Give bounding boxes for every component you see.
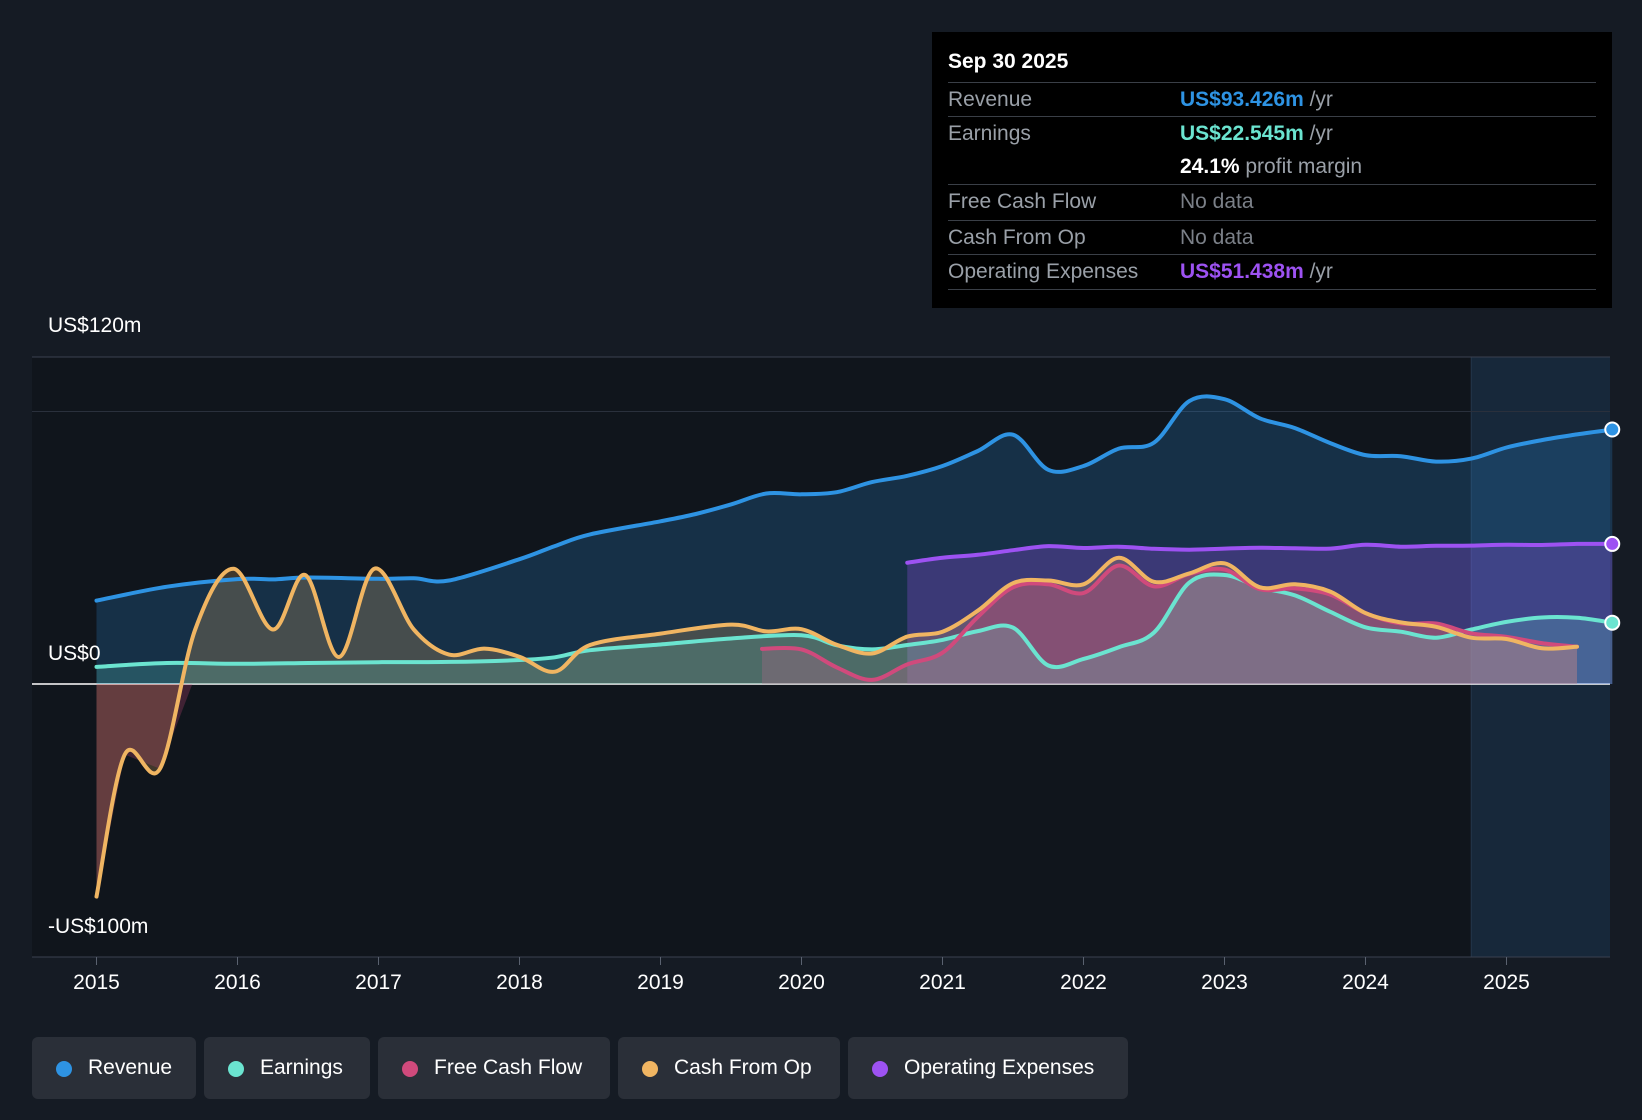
cash-from-op-area — [96, 557, 1577, 897]
x-tick-label: 2024 — [1342, 971, 1389, 994]
tooltip-value: US$22.545m /yr — [1180, 122, 1333, 145]
legend-item-revenue[interactable]: Revenue — [32, 1037, 196, 1099]
x-tick-label: 2023 — [1201, 971, 1248, 994]
forecast-highlight — [1471, 357, 1610, 957]
legend-label: Cash From Op — [674, 1056, 812, 1079]
legend-item-cash-from-op[interactable]: Cash From Op — [618, 1037, 840, 1099]
tooltip-value: No data — [1180, 226, 1254, 249]
y-axis-label: US$120m — [48, 314, 141, 337]
tooltip-label: Cash From Op — [948, 226, 1086, 249]
tooltip-row-margin: 24.1% profit margin — [948, 150, 1596, 184]
x-tick-label: 2021 — [919, 971, 966, 994]
revenue-line — [94, 394, 1615, 603]
cash-from-op-dot-icon — [642, 1061, 658, 1077]
tooltip-label: Operating Expenses — [948, 260, 1139, 283]
tooltip-panel: Sep 30 2025 Revenue US$93.426m /yr Earni… — [932, 32, 1612, 308]
legend-item-free-cash-flow[interactable]: Free Cash Flow — [378, 1037, 610, 1099]
legend-label: Revenue — [88, 1056, 173, 1079]
x-tick-label: 2020 — [778, 971, 825, 994]
tooltip-label: Revenue — [948, 88, 1033, 111]
legend-label: Free Cash Flow — [434, 1056, 583, 1079]
operating-expenses-line — [905, 541, 1615, 565]
tooltip-row-free-cash-flow: Free Cash Flow No data — [948, 184, 1596, 219]
earnings-area — [96, 574, 1613, 684]
tooltip-row-revenue: Revenue US$93.426m /yr — [948, 82, 1596, 117]
operating-expenses-dot-icon — [872, 1061, 888, 1077]
tooltip-value: US$51.438m /yr — [1180, 260, 1333, 283]
earnings-end-point — [1604, 614, 1621, 631]
legend-item-earnings[interactable]: Earnings — [204, 1037, 370, 1099]
x-tick-label: 2019 — [637, 971, 684, 994]
x-tick-label: 2017 — [355, 971, 402, 994]
tooltip-value: 24.1% profit margin — [1180, 155, 1363, 178]
tooltip-row-earnings: Earnings US$22.545m /yr — [948, 116, 1596, 151]
revenue-area — [96, 396, 1613, 684]
tooltip-label: Free Cash Flow — [948, 190, 1097, 213]
free-cash-flow-area — [762, 565, 1577, 684]
x-tick-label: 2016 — [214, 971, 261, 994]
legend-item-operating-expenses[interactable]: Operating Expenses — [848, 1037, 1128, 1099]
legend-label: Operating Expenses — [904, 1056, 1095, 1079]
tooltip-row-cash-from-op: Cash From Op No data — [948, 220, 1596, 255]
earnings-line — [94, 572, 1615, 670]
x-tick-label: 2022 — [1060, 971, 1107, 994]
x-tick-label: 2018 — [496, 971, 543, 994]
x-tick-label: 2015 — [73, 971, 120, 994]
y-axis-label: US$0 — [48, 642, 101, 665]
tooltip-row-operating-expenses: Operating Expenses US$51.438m /yr — [948, 254, 1596, 290]
operating-expenses-end-point — [1604, 535, 1621, 552]
legend-label: Earnings — [260, 1056, 343, 1079]
cash-from-op-line — [94, 555, 1579, 899]
x-tick-label: 2025 — [1483, 971, 1530, 994]
free-cash-flow-dot-icon — [402, 1061, 418, 1077]
operating-expenses-area — [907, 543, 1613, 684]
y-axis-label: -US$100m — [48, 915, 148, 938]
tooltip-label: Earnings — [948, 122, 1031, 145]
earnings-dot-icon — [228, 1061, 244, 1077]
tooltip-value: US$93.426m /yr — [1180, 88, 1333, 111]
revenue-dot-icon — [56, 1061, 72, 1077]
revenue-end-point — [1604, 421, 1621, 438]
tooltip-value: No data — [1180, 190, 1254, 213]
tooltip-date: Sep 30 2025 — [948, 50, 1069, 73]
